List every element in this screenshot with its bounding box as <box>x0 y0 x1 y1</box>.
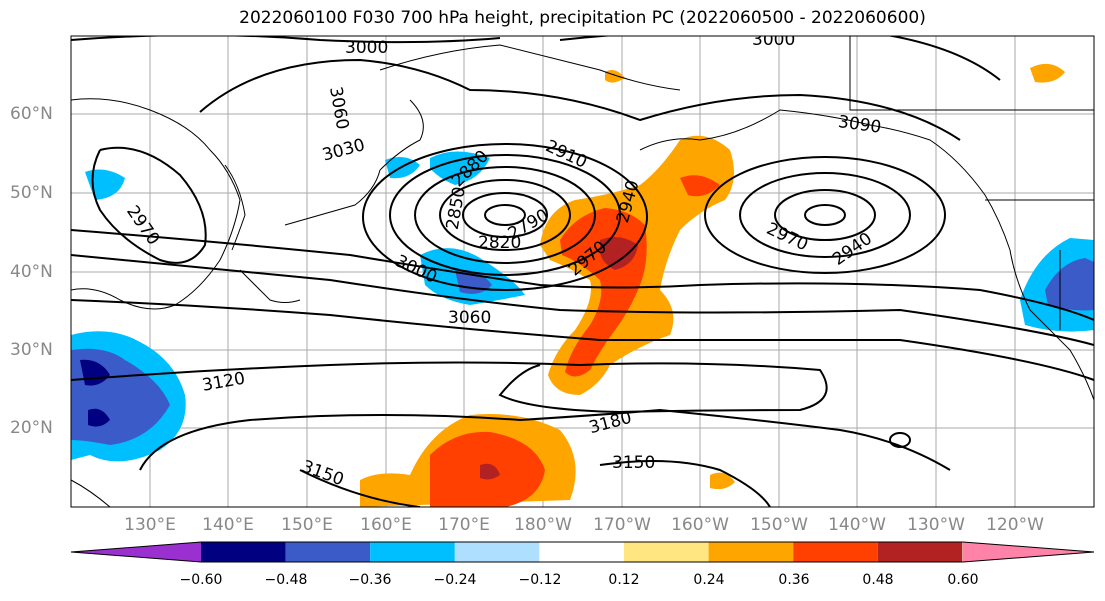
lon-label: 150°W <box>750 515 808 535</box>
colorbar-segment <box>963 542 1094 562</box>
colorbar-tick-label: 0.36 <box>778 572 810 588</box>
lat-label: 20°N <box>10 418 53 438</box>
precip-shading <box>71 63 1094 507</box>
colorbar-outline <box>70 541 1095 563</box>
lat-label: 50°N <box>10 183 53 203</box>
colorbar-tick-label: 0.24 <box>693 572 725 588</box>
colorbar-segment <box>71 542 201 562</box>
colorbar-segment <box>539 542 624 562</box>
contour-label: 3030 <box>320 135 367 166</box>
colorbar-tick-label: 0.48 <box>862 572 894 588</box>
contour-label: 3150 <box>299 457 346 491</box>
colorbar-segment <box>877 542 963 562</box>
coastlines <box>71 36 1094 507</box>
contour-label: 3060 <box>325 85 352 131</box>
lon-label: 180°W <box>514 515 572 535</box>
lat-label: 60°N <box>10 104 53 124</box>
contour-label: 2970 <box>763 219 811 255</box>
colorbar <box>70 541 1095 563</box>
colorbar-segment <box>201 542 286 562</box>
colorbar-segment <box>454 542 540 562</box>
contour-label: 3090 <box>837 112 883 138</box>
colorbar-tick-label: 0.60 <box>947 572 979 588</box>
height-contours <box>71 36 1094 507</box>
contour-label: 2970 <box>122 202 163 249</box>
colorbar-tick-label: −0.48 <box>264 572 308 588</box>
colorbar-segment <box>624 542 709 562</box>
lon-label: 140°E <box>202 515 254 535</box>
map-frame <box>70 35 1095 508</box>
lon-label: 120°W <box>986 515 1044 535</box>
colorbar-tick-label: −0.12 <box>518 572 562 588</box>
lon-label: 140°W <box>828 515 886 535</box>
contour-label: 2820 <box>478 233 521 253</box>
lon-label: 170°E <box>438 515 490 535</box>
contour-label: 3150 <box>612 453 655 473</box>
contour-label: 3180 <box>587 408 634 439</box>
colorbar-tick-label: −0.24 <box>433 572 477 588</box>
lon-label: 160°E <box>360 515 412 535</box>
colorbar-segment <box>793 542 878 562</box>
colorbar-tick-label: −0.60 <box>179 572 223 588</box>
lat-label: 30°N <box>10 340 53 360</box>
lon-label: 130°E <box>124 515 176 535</box>
colorbar-segment <box>285 542 371 562</box>
contour-label: 3000 <box>345 38 388 58</box>
lon-label: 130°W <box>907 515 965 535</box>
contour-label: 2910 <box>542 136 590 172</box>
figure-title: 2022060100 F030 700 hPa height, precipit… <box>239 8 926 28</box>
lon-label: 170°W <box>593 515 651 535</box>
contour-label: 3060 <box>448 308 491 328</box>
colorbar-segment <box>370 542 455 562</box>
lat-label: 40°N <box>10 262 53 282</box>
contour-label: 3000 <box>752 30 795 50</box>
contour-label: 3120 <box>201 369 247 396</box>
colorbar-tick-label: 0.12 <box>608 572 640 588</box>
colorbar-segment <box>708 542 794 562</box>
colorbar-tick-label: −0.36 <box>348 572 392 588</box>
lon-label: 150°E <box>281 515 333 535</box>
lon-label: 160°W <box>671 515 729 535</box>
